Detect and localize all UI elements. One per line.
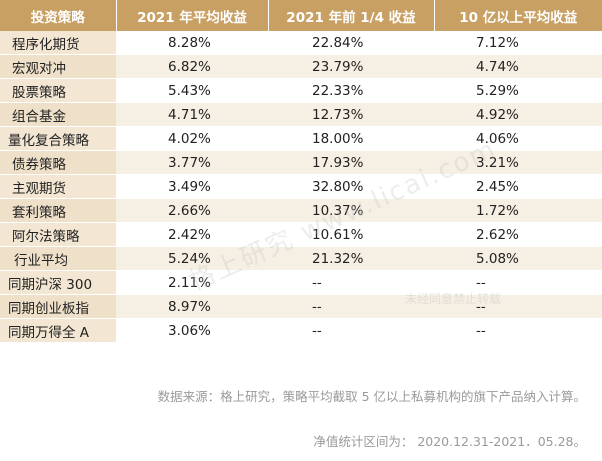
row-q1-2021: -- (268, 318, 434, 343)
row-avg-2021: 4.02% (116, 126, 268, 151)
row-over-10b: 2.62% (434, 222, 602, 247)
row-avg-2021: 2.11% (116, 270, 268, 295)
table-row: 同期沪深 300 2.11% -- -- (0, 270, 602, 295)
header-q1-2021: 2021 年前 1/4 收益 (268, 0, 435, 31)
strategy-returns-table: 投资策略 2021 年平均收益 2021 年前 1/4 收益 10 亿以上平均收… (0, 0, 602, 343)
row-strategy-name: 行业平均 (0, 246, 116, 271)
table-row: 量化复合策略 4.02% 18.00% 4.06% (0, 126, 602, 151)
table-row: 程序化期货 8.28% 22.84% 7.12% (0, 31, 602, 55)
row-q1-2021: 22.84% (268, 31, 434, 55)
row-avg-2021: 2.42% (116, 222, 268, 247)
row-over-10b: -- (434, 318, 602, 343)
row-avg-2021: 5.43% (116, 78, 268, 103)
table-row: 股票策略 5.43% 22.33% 5.29% (0, 78, 602, 103)
row-over-10b: -- (434, 294, 602, 319)
row-avg-2021: 3.06% (116, 318, 268, 343)
row-over-10b: 5.29% (434, 78, 602, 103)
table-row: 同期万得全 A 3.06% -- -- (0, 318, 602, 343)
period-note: 净值统计区间为： 2020.12.31-2021．05.28。 (313, 434, 586, 449)
row-over-10b: 4.06% (434, 126, 602, 151)
row-q1-2021: 12.73% (268, 102, 434, 127)
row-avg-2021: 8.97% (116, 294, 268, 319)
row-over-10b: 5.08% (434, 246, 602, 271)
row-strategy-name: 股票策略 (0, 78, 116, 103)
header-over-10b: 10 亿以上平均收益 (434, 0, 602, 31)
row-over-10b: 2.45% (434, 174, 602, 199)
row-q1-2021: 21.32% (268, 246, 434, 271)
table-row: 债券策略 3.77% 17.93% 3.21% (0, 150, 602, 175)
row-strategy-name: 量化复合策略 (0, 126, 116, 151)
header-avg-2021: 2021 年平均收益 (116, 0, 269, 31)
table-row: 主观期货 3.49% 32.80% 2.45% (0, 174, 602, 199)
row-strategy-name: 阿尔法策略 (0, 222, 116, 247)
row-strategy-name: 组合基金 (0, 102, 116, 127)
row-q1-2021: 22.33% (268, 78, 434, 103)
row-strategy-name: 宏观对冲 (0, 54, 116, 79)
row-q1-2021: -- (268, 270, 434, 295)
row-avg-2021: 5.24% (116, 246, 268, 271)
row-over-10b: -- (434, 270, 602, 295)
row-over-10b: 7.12% (434, 31, 602, 55)
table-header-row: 投资策略 2021 年平均收益 2021 年前 1/4 收益 10 亿以上平均收… (0, 0, 602, 31)
row-over-10b: 3.21% (434, 150, 602, 175)
table-row: 阿尔法策略 2.42% 10.61% 2.62% (0, 222, 602, 247)
row-strategy-name: 同期沪深 300 (0, 270, 116, 295)
data-source-note: 数据来源：格上研究，策略平均截取 5 亿以上私募机构的旗下产品纳入计算。 (157, 389, 586, 404)
row-avg-2021: 3.49% (116, 174, 268, 199)
table-row: 同期创业板指 8.97% -- -- (0, 294, 602, 319)
row-strategy-name: 同期创业板指 (0, 294, 116, 319)
row-over-10b: 4.92% (434, 102, 602, 127)
table-row: 宏观对冲 6.82% 23.79% 4.74% (0, 54, 602, 79)
row-strategy-name: 主观期货 (0, 174, 116, 199)
row-strategy-name: 套利策略 (0, 198, 116, 223)
table-row: 组合基金 4.71% 12.73% 4.92% (0, 102, 602, 127)
row-avg-2021: 3.77% (116, 150, 268, 175)
row-q1-2021: -- (268, 294, 434, 319)
header-strategy: 投资策略 (0, 0, 117, 31)
row-q1-2021: 10.37% (268, 198, 434, 223)
row-avg-2021: 2.66% (116, 198, 268, 223)
row-q1-2021: 18.00% (268, 126, 434, 151)
row-over-10b: 1.72% (434, 198, 602, 223)
row-avg-2021: 4.71% (116, 102, 268, 127)
row-q1-2021: 32.80% (268, 174, 434, 199)
row-strategy-name: 同期万得全 A (0, 318, 116, 343)
row-avg-2021: 8.28% (116, 31, 268, 55)
table-row: 行业平均 5.24% 21.32% 5.08% (0, 246, 602, 271)
row-strategy-name: 程序化期货 (0, 31, 116, 55)
row-q1-2021: 10.61% (268, 222, 434, 247)
table-row: 套利策略 2.66% 10.37% 1.72% (0, 198, 602, 223)
row-strategy-name: 债券策略 (0, 150, 116, 175)
row-q1-2021: 23.79% (268, 54, 434, 79)
row-q1-2021: 17.93% (268, 150, 434, 175)
copyright-stamp: 未经同意禁止转载 (405, 292, 502, 306)
row-avg-2021: 6.82% (116, 54, 268, 79)
row-over-10b: 4.74% (434, 54, 602, 79)
